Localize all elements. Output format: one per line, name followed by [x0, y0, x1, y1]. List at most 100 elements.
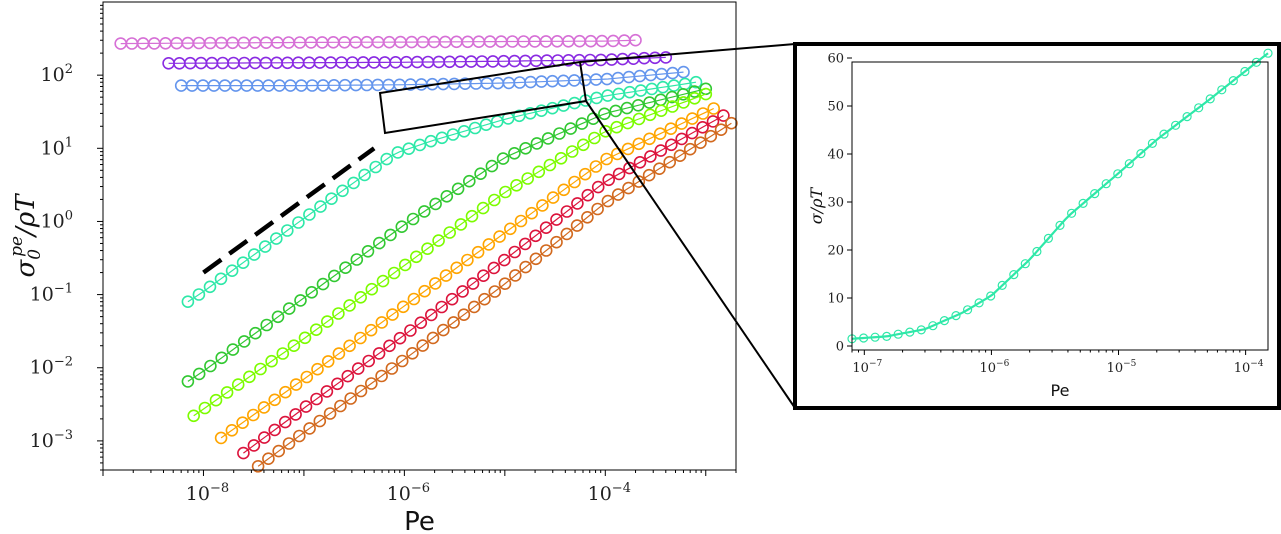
- data-point: [375, 369, 388, 383]
- data-point: [665, 90, 679, 104]
- inset-y-tick-label: 0: [836, 340, 844, 355]
- data-point: [550, 213, 563, 226]
- data-point: [443, 226, 457, 239]
- data-point: [675, 117, 688, 130]
- data-point: [677, 96, 690, 109]
- data-point: [654, 144, 668, 157]
- data-point: [632, 137, 646, 151]
- data-point: [685, 126, 699, 140]
- zoom-connector-line: [579, 43, 796, 63]
- inset-x-tick-label: 10−7: [852, 359, 882, 376]
- data-point: [485, 159, 499, 173]
- data-point: [546, 191, 560, 204]
- data-point: [402, 142, 416, 155]
- data-point: [620, 101, 634, 115]
- data-point: [454, 218, 468, 231]
- data-point: [278, 415, 292, 429]
- data-point: [602, 173, 616, 187]
- data-point: [529, 229, 542, 243]
- data-point: [468, 121, 482, 135]
- data-point: [717, 109, 730, 122]
- data-point: [343, 339, 356, 353]
- data-point: [289, 408, 302, 421]
- series-2: [174, 65, 690, 92]
- data-point: [478, 292, 491, 306]
- data-point: [446, 128, 460, 141]
- data-point: [225, 264, 239, 278]
- data-point: [395, 220, 409, 233]
- data-point: [1009, 270, 1019, 280]
- y-tick-label: 10−1: [30, 282, 73, 306]
- data-point: [685, 112, 699, 125]
- data-point: [384, 228, 397, 242]
- data-point: [365, 282, 379, 296]
- data-point: [610, 120, 624, 134]
- data-point: [1217, 85, 1227, 95]
- data-point: [519, 260, 532, 274]
- data-point: [997, 280, 1007, 290]
- data-point: [436, 323, 450, 337]
- inset-y-tick-label: 20: [827, 244, 844, 259]
- data-point: [391, 146, 405, 159]
- data-point: [361, 245, 375, 258]
- data-point: [654, 104, 668, 117]
- data-point: [372, 347, 386, 360]
- data-point: [310, 392, 323, 406]
- data-point: [220, 386, 234, 399]
- data-point: [439, 269, 453, 282]
- data-point: [560, 227, 574, 241]
- data-point: [704, 129, 718, 143]
- data-point: [643, 108, 657, 122]
- data-point: [316, 277, 330, 291]
- data-point: [414, 316, 428, 330]
- data-point: [331, 377, 344, 391]
- data-point: [578, 167, 592, 181]
- data-point: [1240, 66, 1250, 77]
- data-point: [305, 285, 319, 299]
- data-point: [482, 238, 496, 251]
- data-point: [588, 131, 601, 145]
- data-point: [292, 429, 306, 443]
- data-point: [589, 160, 603, 173]
- data-point: [1020, 259, 1030, 269]
- data-point: [215, 351, 228, 365]
- data-point: [226, 343, 240, 356]
- data-point: [529, 252, 543, 266]
- data-point: [601, 194, 615, 208]
- data-point: [251, 459, 265, 473]
- series-5: [187, 87, 713, 423]
- data-point: [409, 250, 423, 264]
- inset-y-tick-label: 10: [827, 292, 844, 307]
- data-point: [1090, 189, 1100, 199]
- data-point: [289, 378, 303, 391]
- data-point: [358, 168, 371, 182]
- data-point: [298, 331, 312, 345]
- data-point: [457, 125, 471, 138]
- data-point: [272, 444, 286, 458]
- data-point: [689, 75, 703, 89]
- data-point: [465, 209, 479, 223]
- data-point: [364, 377, 378, 390]
- data-point: [204, 359, 217, 373]
- data-point: [1078, 198, 1088, 208]
- inset-y-tick-label: 30: [827, 196, 844, 211]
- data-point: [262, 452, 275, 466]
- inset-x-tick-label: 10−4: [1234, 359, 1264, 376]
- zoom-region-box: [378, 60, 588, 135]
- data-point: [313, 414, 327, 428]
- data-point: [209, 393, 223, 407]
- data-point: [623, 161, 636, 175]
- data-point: [280, 224, 294, 237]
- data-point: [435, 131, 449, 145]
- inset-border: [793, 42, 1281, 410]
- data-point: [688, 92, 701, 105]
- y-tick-label: 102: [41, 62, 73, 86]
- data-point: [503, 222, 517, 236]
- data-point: [339, 261, 352, 275]
- data-point: [445, 292, 459, 306]
- data-point: [476, 201, 490, 215]
- data-point: [456, 285, 469, 298]
- data-point: [383, 339, 396, 353]
- data-point: [568, 175, 581, 189]
- data-point: [181, 295, 195, 309]
